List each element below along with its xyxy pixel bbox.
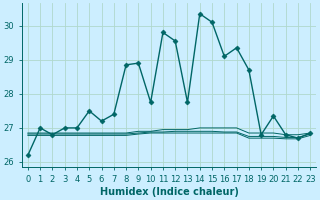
X-axis label: Humidex (Indice chaleur): Humidex (Indice chaleur) (100, 187, 238, 197)
